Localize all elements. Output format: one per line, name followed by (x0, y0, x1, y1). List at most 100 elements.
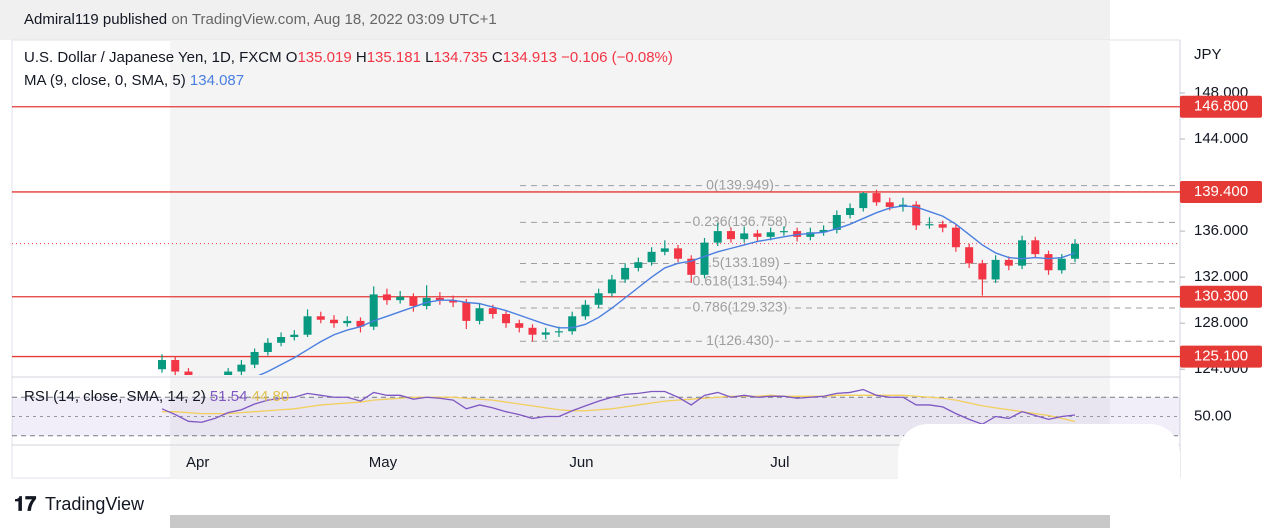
candle-body (502, 313, 511, 324)
candle-body (250, 351, 259, 365)
level-label: 125.100 (1194, 348, 1248, 365)
candle-body (541, 332, 550, 335)
candle-body (356, 320, 365, 327)
fib-label: 0.236(136.758) (693, 213, 788, 229)
fib-label: 0.5(133.189) (700, 254, 779, 270)
level-tag (1180, 95, 1262, 118)
candle-body (872, 193, 881, 203)
level-label: 146.800 (1194, 98, 1248, 115)
h-value: 135.181 (367, 49, 421, 66)
bottom-bar (170, 515, 1110, 528)
header: Admiral119 published on TradingView.com,… (24, 11, 497, 28)
ma-label: MA (9, close, 0, SMA, 5) (24, 72, 186, 89)
candle-body (184, 371, 193, 375)
axes: 148.000144.000136.000132.000128.000124.0… (186, 84, 1262, 471)
candle-body (859, 193, 868, 209)
logo-mark: 𝟏𝟕 (14, 493, 36, 515)
candle-body (515, 323, 524, 328)
l-value: 134.735 (433, 49, 487, 66)
level-tag (1180, 285, 1262, 308)
candle-body (1057, 258, 1066, 271)
candle-body (634, 262, 643, 268)
main-pane: 0(139.949) 0.236(136.758) 0.5(133.189) 0.61… (12, 106, 1180, 375)
candle-body (263, 342, 272, 352)
candle-body (343, 320, 352, 324)
candle-body (475, 308, 484, 321)
candle-body (832, 214, 841, 230)
candle-body (1018, 240, 1027, 266)
fib-label: 0(139.949) (706, 176, 774, 192)
candle-body (753, 233, 762, 237)
candle-body (700, 242, 709, 275)
candle-body (303, 316, 312, 335)
candle-body (581, 304, 590, 317)
y-tick-label: 128.000 (1194, 314, 1248, 331)
o-label: O (286, 49, 298, 66)
candle-body (237, 364, 246, 372)
candle-body (1044, 254, 1053, 271)
o-value: 135.019 (297, 49, 351, 66)
change: −0.106 (−0.08%) (561, 49, 673, 66)
candle-body (819, 229, 828, 233)
header-rest: on TradingView.com, Aug 18, 2022 03:09 U… (171, 11, 496, 28)
candle-body (726, 231, 735, 240)
candle-body (435, 297, 444, 301)
author: Admiral119 published (24, 11, 167, 28)
candle-body (594, 293, 603, 305)
candle-body (382, 294, 391, 301)
c-label: C (492, 49, 503, 66)
candle-body (1004, 259, 1013, 266)
candle-body (449, 300, 458, 303)
candle-body (965, 247, 974, 264)
level-label: 139.400 (1194, 183, 1248, 200)
candle-body (409, 296, 418, 306)
header-bar (0, 0, 1110, 40)
brand: TradingView (45, 494, 145, 514)
y-tick-label: 136.000 (1194, 222, 1248, 239)
x-tick-label: Jun (569, 454, 593, 471)
candle-body (713, 231, 722, 243)
ma-line (258, 205, 1076, 375)
currency: JPY (1194, 46, 1222, 63)
x-tick-label: Jul (770, 454, 789, 471)
candle-body (316, 316, 325, 320)
fib-label: 1(126.430) (706, 332, 774, 348)
rsi-legend: RSI (14, close, SMA, 14, 2) 51.54 44.80 (24, 388, 289, 405)
ma-value: 134.087 (190, 72, 244, 89)
ma-legend: MA (9, close, 0, SMA, 5) 134.087 (24, 72, 244, 89)
candle-body (488, 308, 497, 314)
candle-body (369, 294, 378, 327)
rsi-line (161, 388, 1076, 425)
candle-body (158, 360, 166, 370)
y-tick-label: 144.000 (1194, 130, 1248, 147)
overlay-blob (898, 424, 1180, 514)
candle-body (991, 259, 1000, 280)
candle-body (224, 371, 233, 375)
rsi-ma-value: 44.80 (252, 388, 290, 405)
candle-body (554, 331, 563, 333)
candle-body (766, 232, 775, 237)
candle-body (1071, 243, 1079, 259)
candle-body (687, 258, 696, 275)
l-label: L (425, 49, 433, 66)
x-tick-label: May (369, 454, 398, 471)
candle-body (660, 248, 669, 252)
candle-body (462, 302, 471, 321)
candle-body (912, 204, 921, 226)
candle-body (277, 337, 286, 343)
candle-body (621, 267, 630, 280)
candle-body (647, 251, 656, 263)
c-value: 134.913 (503, 49, 557, 66)
candle-body (885, 202, 894, 207)
level-tag (1180, 180, 1262, 203)
header-gap (1110, 0, 1280, 40)
candle-body (846, 208, 855, 215)
fib-label: 0.786(129.323) (693, 299, 788, 315)
rsi-value: 51.54 (210, 388, 248, 405)
candle-body (330, 319, 339, 324)
candle-body (1031, 240, 1040, 255)
x-tick-label: Apr (186, 454, 209, 471)
candle-body (528, 327, 537, 335)
level-tag (1180, 345, 1262, 368)
